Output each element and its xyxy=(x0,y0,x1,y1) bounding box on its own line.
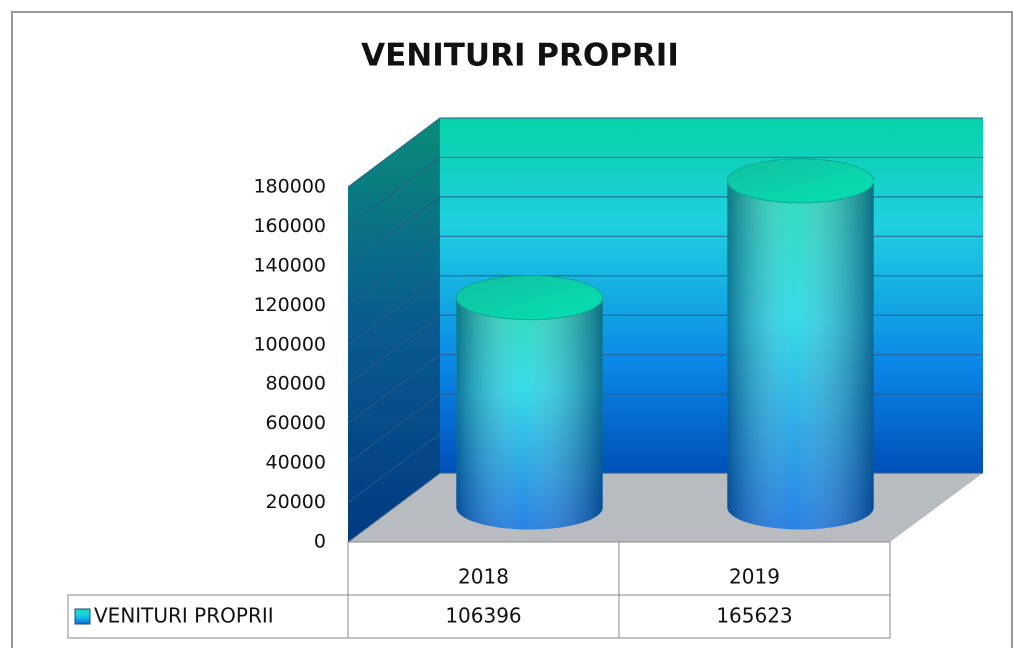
bars xyxy=(455,158,875,530)
table-value: 106396 xyxy=(445,604,521,628)
y-tick-label: 100000 xyxy=(253,333,326,355)
y-tick-label: 20000 xyxy=(266,491,326,513)
y-tick-label: 160000 xyxy=(253,215,326,237)
table-cell xyxy=(67,594,891,639)
y-tick-label: 40000 xyxy=(266,452,326,474)
y-tick-label: 60000 xyxy=(266,412,326,434)
y-tick-label: 120000 xyxy=(253,294,326,316)
floor xyxy=(348,473,983,542)
y-tick-label: 180000 xyxy=(253,176,326,198)
table-value: 165623 xyxy=(716,604,792,628)
bar-shade xyxy=(456,297,603,530)
chart-title: VENITURI PROPRII xyxy=(361,38,679,74)
bar-shade xyxy=(727,180,874,530)
y-tick-label: 80000 xyxy=(266,373,326,395)
data-table xyxy=(67,541,891,639)
legend-swatch xyxy=(74,608,91,625)
legend-label: VENITURI PROPRII xyxy=(94,604,274,628)
x-tick-label: 2018 xyxy=(458,565,509,589)
x-tick-label: 2019 xyxy=(729,565,780,589)
y-tick-label: 0 xyxy=(314,531,326,553)
bar-top xyxy=(455,275,604,321)
bar-top xyxy=(726,158,875,204)
grid-line xyxy=(347,117,983,188)
side-wall xyxy=(348,118,440,542)
y-tick-label: 140000 xyxy=(253,254,326,276)
grid-line xyxy=(347,156,983,227)
